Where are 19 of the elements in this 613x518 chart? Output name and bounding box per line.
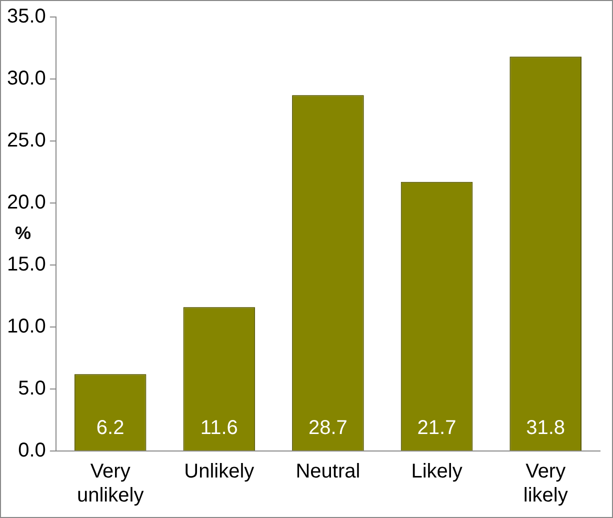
x-tick-label: Unlikely: [184, 460, 254, 483]
y-tick-label: 35.0: [6, 6, 46, 28]
data-label: 28.7: [308, 417, 348, 440]
data-label: 31.8: [526, 417, 566, 440]
y-tick-label: 5.0: [18, 378, 46, 400]
x-tick-label: Likely: [411, 460, 462, 483]
y-tick-label: 0.0: [18, 440, 46, 462]
x-tick-label: Very unlikely: [76, 460, 144, 507]
x-tick-label: Neutral: [296, 460, 360, 483]
data-label: 6.2: [96, 417, 124, 440]
data-label: 11.6: [200, 417, 238, 440]
x-tick-label: Very likely: [523, 460, 568, 507]
y-tick-label: 20.0: [6, 192, 46, 214]
y-tick-label: 10.0: [6, 316, 46, 338]
y-tick-label: 25.0: [6, 130, 46, 152]
y-tick-label: 30.0: [6, 68, 46, 90]
data-label: 21.7: [417, 417, 456, 440]
y-tick-label: 15.0: [6, 254, 46, 276]
y-axis-title: %: [15, 222, 32, 243]
